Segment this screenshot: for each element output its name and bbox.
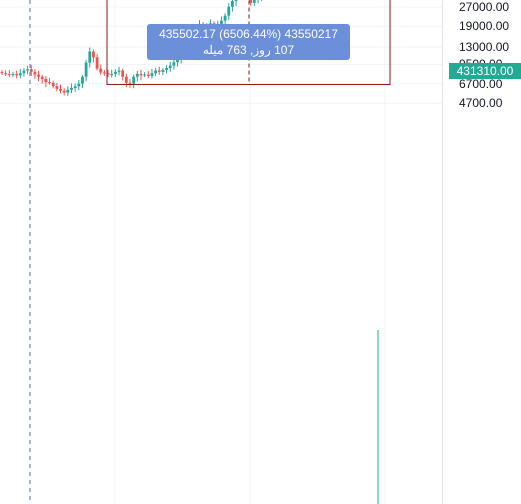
candle-body (110, 73, 114, 75)
candle-body (128, 82, 132, 84)
candle-body (252, 0, 256, 3)
price-tick-label: 27000.00 (459, 0, 510, 14)
candle-body (146, 74, 150, 77)
measure-tooltip: 435502.17 (6506.44%) 43550217 107 روز, 7… (147, 24, 350, 60)
candle-body (40, 76, 44, 79)
candle-body (172, 62, 176, 66)
candle-body (157, 70, 161, 72)
candle-body (168, 65, 172, 69)
candle-body (22, 70, 26, 74)
candle-body (154, 70, 157, 74)
candle-body (84, 62, 88, 77)
candle-body (26, 69, 29, 71)
candle-body (29, 69, 33, 72)
candle-body (117, 70, 121, 72)
candle-body (15, 73, 19, 76)
candle-body (143, 74, 147, 76)
price-tick-label: 13000.00 (459, 40, 510, 55)
candle-body (121, 70, 125, 77)
candle-body (18, 73, 22, 76)
price-axis[interactable] (442, 0, 521, 504)
candle-body (70, 87, 73, 90)
price-tick-label: 6700.00 (459, 76, 503, 91)
candle-body (139, 73, 143, 76)
candle-body (33, 71, 37, 75)
candle-body (124, 76, 128, 83)
price-tick-label: 19000.00 (459, 19, 510, 34)
candle-body (62, 90, 66, 93)
price-tick-label: 4700.00 (459, 96, 503, 111)
candle-body (59, 88, 62, 91)
candle-body (176, 58, 179, 63)
candle-body (11, 73, 15, 75)
candle-body (51, 82, 55, 87)
candle-body (73, 86, 77, 88)
grid-lines (0, 0, 442, 504)
candle-body (113, 71, 117, 74)
candle-body (249, 0, 253, 3)
measure-tooltip-line2: 107 روز, 763 میله (202, 43, 295, 57)
candle-body (231, 1, 234, 7)
candle-body (88, 51, 92, 63)
candle-body (223, 15, 227, 21)
candle-body (48, 82, 51, 84)
candle-body (161, 69, 165, 72)
candle-body (44, 78, 48, 83)
candle-body (150, 73, 154, 77)
candle-body (99, 68, 103, 73)
last-price-badge: 431310.00 (449, 63, 521, 79)
candle-body (234, 0, 238, 2)
candle-body (7, 73, 11, 75)
candle-body (66, 89, 70, 93)
candle-body (132, 76, 136, 84)
candle-body (4, 73, 8, 75)
candle-body (0, 72, 4, 74)
candle-body (81, 76, 84, 84)
candle-body (77, 83, 81, 87)
candle-body (135, 73, 139, 77)
measure-tooltip-line1: 435502.17 (6506.44%) 43550217 (159, 27, 338, 41)
candle-body (106, 73, 110, 75)
candle-body (92, 51, 95, 58)
candle-body (37, 74, 40, 77)
candle-body (55, 86, 59, 89)
candle-body (220, 20, 223, 24)
candle-body (165, 68, 168, 70)
candle-body (227, 6, 231, 16)
candle-body (95, 57, 99, 69)
candle-body (103, 72, 106, 74)
measure-overlay (106, 0, 391, 504)
